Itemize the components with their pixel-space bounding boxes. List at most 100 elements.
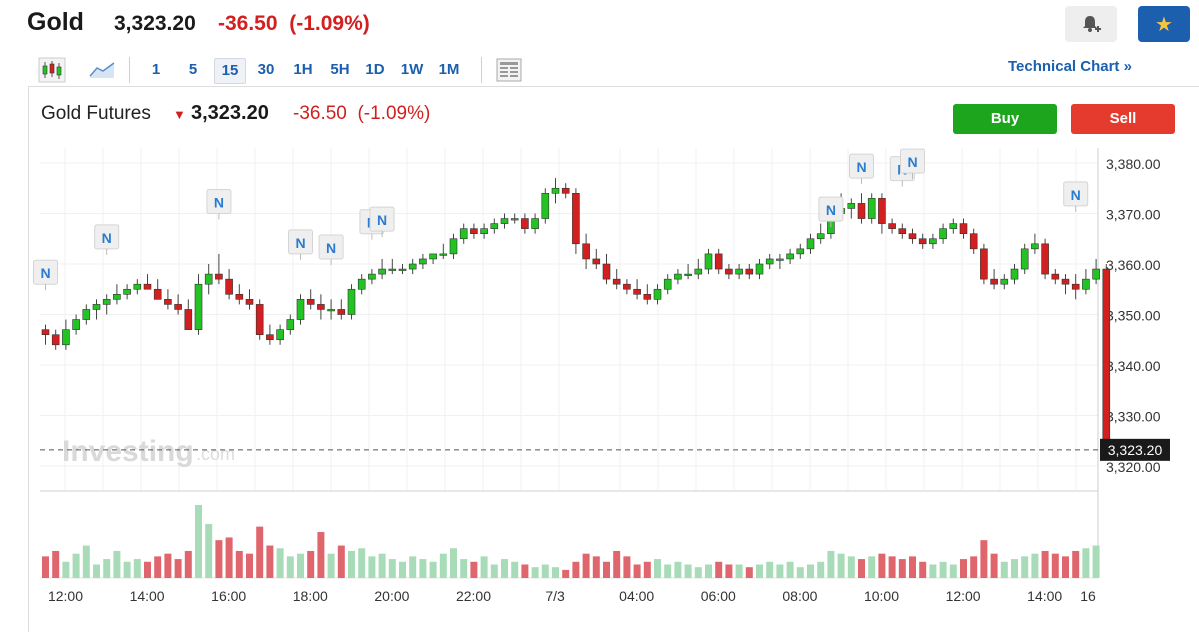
candle [164, 289, 172, 310]
volume-bar [582, 553, 590, 578]
candle [1000, 274, 1009, 290]
candle [480, 223, 488, 239]
layout-settings-icon[interactable] [495, 57, 523, 83]
news-marker[interactable]: N [369, 206, 395, 238]
volume-bar [388, 559, 396, 578]
candle [572, 188, 580, 254]
candle [980, 243, 988, 285]
candle [317, 294, 325, 320]
candle [306, 289, 315, 310]
candle [684, 264, 692, 280]
svg-text:N: N [856, 159, 866, 175]
volume-bar [154, 556, 162, 578]
interval-15[interactable]: 15 [214, 58, 246, 84]
x-tick-label: 10:00 [864, 588, 899, 604]
volume-bar [205, 523, 213, 578]
volume-bar [858, 559, 865, 578]
technical-chart-link[interactable]: Technical Chart » [1008, 58, 1132, 75]
volume-bar [623, 556, 631, 578]
interval-1w[interactable]: 1W [400, 61, 424, 78]
volume-bar [786, 561, 794, 578]
news-marker[interactable]: N [849, 153, 874, 185]
buy-button[interactable]: Buy [953, 104, 1057, 134]
svg-text:3,323.20: 3,323.20 [1108, 442, 1163, 458]
instrument-price: 3,323.20 [191, 102, 269, 124]
volume-bar [378, 553, 386, 578]
x-tick-label: 14:00 [130, 588, 165, 604]
volume-bar [429, 561, 437, 578]
volume-bar [1000, 561, 1008, 578]
instrument-change-pct: (-1.09%) [357, 103, 431, 124]
candle [776, 253, 784, 270]
news-marker[interactable]: N [206, 189, 232, 220]
candle [765, 253, 774, 270]
volume-bar [93, 564, 100, 578]
candle [82, 304, 91, 325]
volume-bar [256, 526, 264, 578]
area-chart-type-icon[interactable] [88, 58, 116, 82]
volume-bar [52, 550, 60, 578]
interval-1d[interactable]: 1D [365, 61, 385, 78]
candle [500, 213, 509, 229]
x-tick-label: 7/3 [545, 588, 565, 604]
volume-bar [358, 548, 366, 578]
alert-button[interactable] [1065, 6, 1117, 42]
volume-bar [705, 564, 712, 578]
interval-1h[interactable]: 1H [293, 61, 313, 78]
sell-button[interactable]: Sell [1071, 104, 1175, 134]
news-marker[interactable]: N [1063, 181, 1089, 212]
candle [1102, 264, 1111, 456]
news-marker[interactable]: N [33, 259, 58, 291]
news-marker[interactable]: N [94, 224, 120, 255]
volume-bar [990, 553, 998, 578]
candle [123, 284, 131, 300]
header-change: -36.50 (-1.09%) [218, 12, 370, 36]
watchlist-star-button[interactable]: ★ [1138, 6, 1190, 42]
x-tick-label: 12:00 [946, 588, 981, 604]
news-marker[interactable]: N [318, 234, 344, 265]
candle [378, 258, 386, 280]
interval-5[interactable]: 5 [188, 61, 198, 78]
y-tick-label: 3,320.00 [1106, 459, 1161, 475]
instrument-change-value: -36.50 [293, 103, 347, 124]
volume-bar [980, 540, 988, 578]
candle [612, 269, 621, 290]
candle [663, 274, 672, 295]
interval-5h[interactable]: 5H [330, 61, 350, 78]
candle [72, 314, 80, 335]
candlestick-type-icon[interactable] [38, 57, 66, 83]
volume-bar [276, 548, 284, 578]
volume-bar [184, 550, 192, 578]
volume-bar [337, 545, 345, 578]
candle [1071, 274, 1080, 300]
news-marker[interactable]: N [900, 148, 925, 180]
interval-1m[interactable]: 1M [438, 61, 460, 78]
candle [225, 269, 233, 300]
candle [969, 228, 978, 254]
svg-text:N: N [40, 265, 50, 281]
interval-1[interactable]: 1 [151, 61, 161, 78]
candle [459, 223, 468, 244]
candle [357, 274, 366, 295]
candle [990, 269, 998, 290]
news-marker[interactable]: N [288, 229, 313, 260]
volume-bar [715, 561, 723, 578]
volume-bar [368, 556, 376, 578]
volume-bar [460, 559, 468, 578]
volume-bar [868, 556, 876, 578]
quote-header: Gold 3,323.20 -36.50 (-1.09%) ★ [0, 0, 1199, 52]
news-marker[interactable]: N [818, 196, 844, 228]
volume-bar [62, 561, 70, 578]
volume-bar [1072, 550, 1080, 578]
volume-bar [419, 559, 427, 578]
candle [235, 284, 244, 305]
bell-plus-icon [1083, 16, 1101, 32]
svg-text:N: N [377, 212, 387, 228]
volume-bar [1092, 545, 1100, 578]
toolbar-separator [129, 57, 130, 83]
candle [531, 213, 539, 234]
interval-30[interactable]: 30 [257, 61, 275, 78]
candle [816, 223, 825, 244]
volume-bar [511, 561, 519, 578]
